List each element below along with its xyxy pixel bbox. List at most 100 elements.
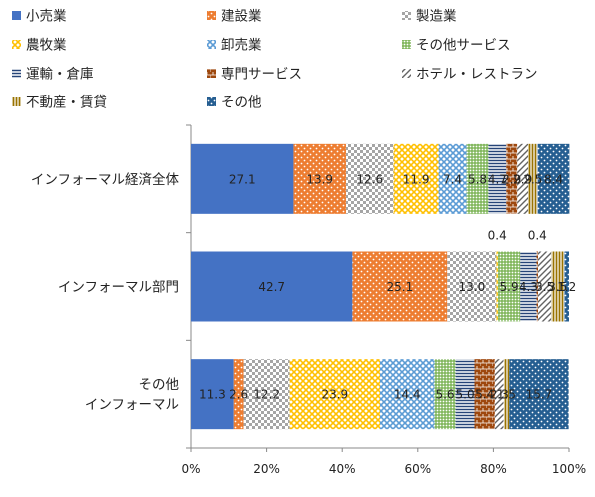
bar-segment xyxy=(520,251,537,322)
data-label: 5.0 xyxy=(456,388,475,402)
legend-label: 運輸・倉庫 xyxy=(26,67,94,83)
bar-segment xyxy=(434,359,456,430)
data-label: 4.7 xyxy=(488,172,507,186)
legend-item: 製造業 xyxy=(402,9,457,25)
bar-segment xyxy=(494,359,504,430)
legend-swatch xyxy=(207,40,216,49)
bar-segment xyxy=(506,143,518,214)
bar-segment xyxy=(564,251,569,322)
legend-swatch xyxy=(12,97,21,106)
bar-segment xyxy=(345,143,394,214)
data-label: 12.6 xyxy=(356,172,383,186)
legend-label: その他サービス xyxy=(416,38,511,54)
data-label: 5.9 xyxy=(500,280,519,294)
data-label: 27.1 xyxy=(229,172,256,186)
data-label: 2.3 xyxy=(490,388,509,402)
x-tick-label: 20% xyxy=(253,462,280,476)
legend-item: 専門サービス xyxy=(207,67,302,83)
legend-swatch xyxy=(402,40,411,49)
data-label: 13.0 xyxy=(458,280,485,294)
bar-segment xyxy=(293,143,346,214)
category-label: その他 xyxy=(139,377,180,393)
legend-label: 不動産・賃貸 xyxy=(26,95,107,111)
data-label: 12.2 xyxy=(253,388,280,402)
data-label: 3.5 xyxy=(548,280,567,294)
category-label: インフォーマル部門 xyxy=(58,280,179,296)
x-tick-label: 0% xyxy=(181,462,200,476)
legend-label: 製造業 xyxy=(416,9,457,25)
data-label: 14.4 xyxy=(394,388,421,402)
legend-swatch xyxy=(207,69,216,78)
legend-item: その他サービス xyxy=(402,38,511,54)
data-label: 2.6 xyxy=(229,388,248,402)
bar-segment xyxy=(352,251,448,322)
data-label: 42.7 xyxy=(258,280,285,294)
data-label: 2.9 xyxy=(502,172,521,186)
bar-segment xyxy=(191,143,294,214)
data-label: 13.9 xyxy=(306,172,333,186)
bar-segment xyxy=(447,251,497,322)
bar-segment xyxy=(496,251,498,322)
legend-swatch xyxy=(12,69,21,78)
plot-area: 0% 20% 40% 60% 80% 100% インフォーマル経済全体 27.1 13.9 12.… xyxy=(31,124,586,476)
bar-segment xyxy=(528,143,538,214)
bar-segment xyxy=(503,359,510,430)
bar-segment xyxy=(380,359,435,430)
legend-item: 小売業 xyxy=(12,9,67,25)
data-label: 23.9 xyxy=(321,388,348,402)
bar-segment xyxy=(455,359,475,430)
legend-swatch xyxy=(207,97,216,106)
data-label: 0.4 xyxy=(488,229,507,243)
data-label: 1.5 xyxy=(497,388,516,402)
bar-segment xyxy=(537,143,570,214)
data-label: 4.3 xyxy=(519,280,538,294)
bar-segment xyxy=(509,359,569,430)
x-tick-label: 80% xyxy=(480,462,507,476)
legend-label: 小売業 xyxy=(26,9,67,25)
legend-label: その他 xyxy=(221,95,262,111)
legend-item: 卸売業 xyxy=(207,38,262,54)
category-label: インフォーマル経済全体 xyxy=(31,171,180,188)
data-label: 5.6 xyxy=(435,388,454,402)
data-label: 5.8 xyxy=(468,172,487,186)
bar-segment xyxy=(191,251,353,322)
legend-label: 卸売業 xyxy=(221,38,262,54)
legend-label: ホテル・レストラン xyxy=(416,67,538,83)
data-label: 11.9 xyxy=(403,172,430,186)
category-label: インフォーマル xyxy=(85,397,179,413)
bar-segment xyxy=(536,251,539,322)
data-label: 0.4 xyxy=(528,229,547,243)
legend-swatch xyxy=(402,11,411,20)
bar-segment xyxy=(289,359,380,430)
data-label: 2.9 xyxy=(513,172,532,186)
legend-item: 農牧業 xyxy=(12,38,67,54)
bar-segment xyxy=(474,359,495,430)
x-tick-label: 60% xyxy=(404,462,431,476)
legend-item: 不動産・賃貸 xyxy=(12,95,107,111)
data-label: 25.1 xyxy=(386,280,413,294)
x-tick-label: 100% xyxy=(552,462,586,476)
data-label: 11.3 xyxy=(199,388,226,402)
legend-swatch xyxy=(12,11,21,20)
legend-item: その他 xyxy=(207,95,262,111)
data-label: 5.4 xyxy=(475,388,494,402)
legend-item: 運輸・倉庫 xyxy=(12,67,94,83)
data-label: 1.2 xyxy=(557,280,576,294)
data-label: 2.5 xyxy=(523,172,542,186)
legend-label: 専門サービス xyxy=(221,67,302,83)
bar-segment xyxy=(497,251,521,322)
legend-swatch xyxy=(12,40,21,49)
legend-item: 建設業 xyxy=(207,9,262,25)
data-label: 7.4 xyxy=(443,172,462,186)
legend-swatch xyxy=(207,11,216,20)
bar-segment xyxy=(517,143,529,214)
legend-swatch xyxy=(402,69,411,78)
bar-segment xyxy=(538,251,552,322)
bar-segment xyxy=(393,143,439,214)
bar-segment xyxy=(191,359,234,430)
bar-segment xyxy=(551,251,565,322)
data-label: 15.7 xyxy=(526,388,553,402)
legend-item: ホテル・レストラン xyxy=(402,67,538,83)
